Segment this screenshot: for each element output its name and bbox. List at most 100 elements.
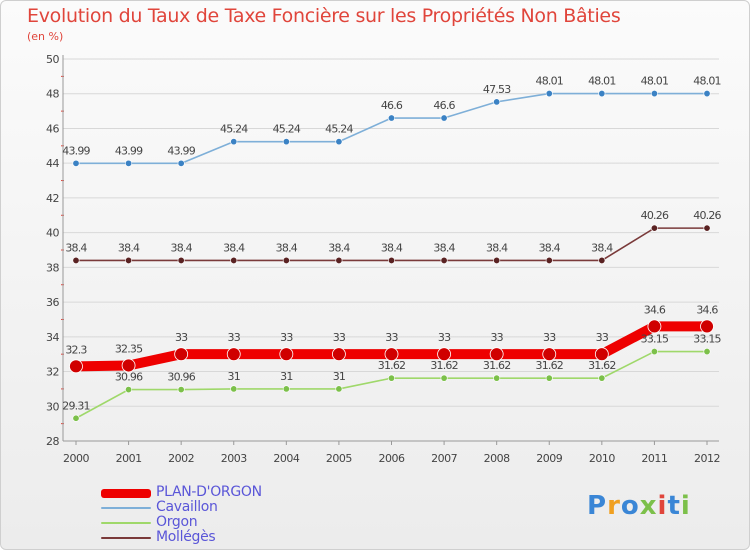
data-point (440, 374, 448, 382)
data-label: 47.53 (483, 83, 511, 96)
data-label: 34.6 (696, 303, 718, 316)
data-point (230, 385, 238, 393)
proxiti-logo: Proxiti (587, 491, 691, 521)
data-label: 38.4 (328, 241, 350, 254)
data-point (72, 256, 80, 264)
data-label: 31.62 (588, 359, 616, 372)
data-label: 46.6 (433, 99, 455, 112)
data-point (174, 347, 189, 362)
data-point (125, 159, 133, 167)
data-point (703, 224, 711, 232)
series-plan-d-orgon: 32.3 32.35 33 33 33 33 33 33 33 33 33 34.6 34.6 (65, 303, 719, 374)
data-label: 40.26 (693, 209, 721, 222)
data-point (279, 347, 294, 362)
data-point (121, 358, 136, 373)
series-cavaillon: 43.99 43.99 43.99 45.24 45.24 45.24 46.6 46.6 47… (62, 75, 722, 167)
x-tick-label: 2008 (484, 452, 510, 465)
data-label: 38.4 (118, 241, 140, 254)
y-tick-label: 42 (46, 192, 59, 205)
data-point (72, 414, 80, 422)
data-label: 38.4 (65, 241, 87, 254)
x-tick-label: 2002 (168, 452, 194, 465)
data-point (177, 386, 185, 394)
x-tick-label: 2010 (589, 452, 615, 465)
y-tick-label: 38 (46, 261, 59, 274)
y-unit-label: (en %) (27, 30, 64, 43)
data-label: 33 (490, 331, 503, 344)
y-tick-label: 30 (46, 400, 59, 413)
x-tick-label: 2009 (536, 452, 562, 465)
y-tick-label: 50 (46, 53, 59, 66)
data-label: 33 (438, 331, 451, 344)
x-tick-label: 2001 (116, 452, 142, 465)
data-point (230, 138, 238, 146)
data-label: 38.4 (486, 241, 508, 254)
data-label: 33.15 (641, 333, 669, 346)
data-label: 38.4 (539, 241, 561, 254)
data-label: 33 (228, 331, 241, 344)
data-label: 45.24 (325, 123, 353, 136)
data-point (125, 386, 133, 394)
data-label: 45.24 (273, 123, 301, 136)
x-tick-label: 2005 (326, 452, 352, 465)
series-moll-g-s: 38.4 38.4 38.4 38.4 38.4 38.4 38.4 38.4 38.4 38.4… (65, 209, 722, 264)
x-tick-label: 2000 (63, 452, 89, 465)
data-point (650, 90, 658, 98)
data-label: 48.01 (536, 75, 564, 88)
data-point (598, 374, 606, 382)
legend-label: Mollégès (156, 529, 216, 545)
data-point (282, 138, 290, 146)
chart-title: Evolution du Taux de Taxe Foncière sur l… (27, 5, 621, 27)
data-point (72, 159, 80, 167)
data-point (282, 256, 290, 264)
data-label: 33.15 (693, 333, 721, 346)
legend-swatch (101, 507, 151, 509)
data-point (387, 256, 395, 264)
data-label: 45.24 (220, 123, 248, 136)
data-point (387, 114, 395, 122)
data-label: 38.4 (591, 241, 613, 254)
data-point (545, 374, 553, 382)
y-tick-label: 28 (46, 435, 59, 448)
legend-swatch (101, 522, 151, 524)
data-label: 48.01 (588, 75, 616, 88)
data-point (493, 98, 501, 106)
x-tick-label: 2012 (694, 452, 720, 465)
data-label: 30.96 (115, 371, 143, 384)
data-point (335, 256, 343, 264)
data-point (594, 347, 609, 362)
y-tick-label: 36 (46, 296, 59, 309)
data-label: 48.01 (693, 75, 721, 88)
data-label: 48.01 (641, 75, 669, 88)
data-label: 31.62 (378, 359, 406, 372)
data-label: 38.4 (171, 241, 193, 254)
data-label: 31 (280, 370, 292, 383)
data-label: 31 (333, 370, 345, 383)
data-point (650, 224, 658, 232)
data-point (440, 256, 448, 264)
data-label: 33 (280, 331, 293, 344)
data-point (335, 138, 343, 146)
data-label: 34.6 (644, 303, 666, 316)
data-point (545, 256, 553, 264)
data-point (545, 90, 553, 98)
data-point (700, 319, 714, 334)
data-point (335, 385, 343, 393)
data-point (650, 348, 658, 356)
data-label: 32.3 (65, 343, 87, 356)
data-point (384, 347, 399, 362)
data-label: 33 (543, 331, 556, 344)
data-label: 31.62 (430, 359, 458, 372)
x-tick-label: 2011 (641, 452, 667, 465)
data-label: 38.4 (276, 241, 298, 254)
data-label: 33 (333, 331, 346, 344)
data-label: 33 (385, 331, 398, 344)
data-label: 46.6 (381, 99, 403, 112)
legend-swatch (101, 537, 151, 539)
data-point (542, 347, 557, 362)
data-label: 43.99 (62, 144, 90, 157)
y-tick-label: 32 (46, 366, 59, 379)
x-tick-label: 2004 (273, 452, 299, 465)
data-point (332, 347, 346, 362)
